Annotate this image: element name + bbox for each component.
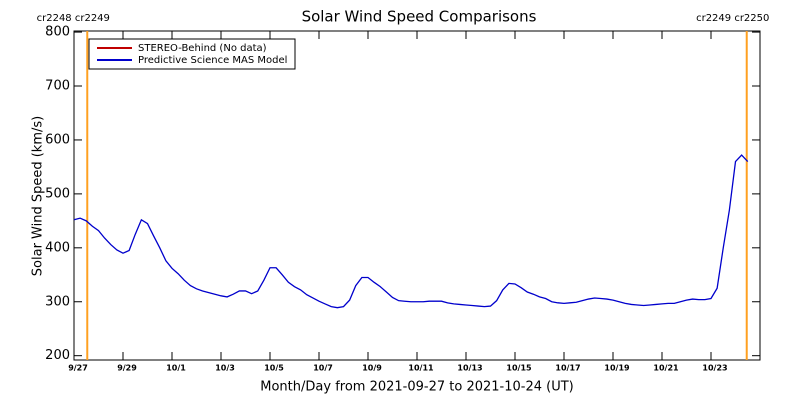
y-tick-label: 500 [45, 186, 70, 201]
legend-label: Predictive Science MAS Model [138, 55, 287, 66]
x-tick-label: 9/27 [68, 364, 88, 373]
annotation-label: cr2248 cr2249 [37, 13, 110, 24]
series-line [73, 154, 749, 309]
x-tick-label: 9/29 [117, 364, 137, 373]
x-tick-label: 10/11 [408, 364, 434, 373]
legend-label: STEREO-Behind (No data) [138, 43, 267, 54]
y-tick-label: 400 [45, 240, 70, 255]
x-tick-label: 10/15 [506, 364, 532, 373]
y-tick-label: 200 [45, 348, 70, 363]
x-tick-label: 10/13 [457, 364, 482, 373]
x-tick-label: 10/9 [362, 364, 382, 373]
legend-box [88, 38, 296, 70]
y-tick-label: 300 [45, 294, 70, 309]
chart-title: Solar Wind Speed Comparisons [302, 8, 537, 26]
x-tick-label: 10/21 [653, 364, 679, 373]
y-axis-label: Solar Wind Speed (km/s) [31, 116, 46, 276]
x-tick-label: 10/1 [166, 364, 186, 373]
y-tick-label: 600 [45, 132, 70, 147]
x-axis-label: Month/Day from 2021-09-27 to 2021-10-24 … [260, 380, 573, 395]
x-tick-label: 10/5 [264, 364, 284, 373]
x-tick-label: 10/3 [215, 364, 235, 373]
y-tick-label: 800 [45, 25, 70, 40]
x-tick-label: 10/17 [555, 364, 580, 373]
x-tick-label: 10/23 [702, 364, 727, 373]
y-tick-label: 700 [45, 79, 70, 94]
annotation-label: cr2249 cr2250 [696, 13, 769, 24]
x-tick-label: 10/7 [313, 364, 333, 373]
legend: STEREO-Behind (No data)Predictive Scienc… [88, 38, 296, 70]
x-tick-label: 10/19 [604, 364, 630, 373]
